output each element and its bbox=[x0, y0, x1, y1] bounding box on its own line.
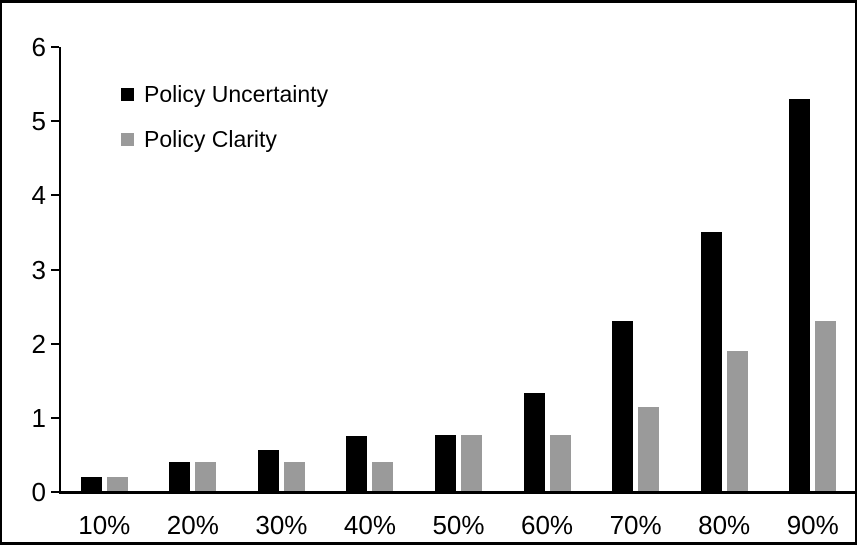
bar-policy-clarity-90% bbox=[815, 321, 837, 492]
y-axis-tick-label: 3 bbox=[31, 254, 46, 285]
y-axis-tick bbox=[51, 268, 59, 271]
y-axis-tick-label: 5 bbox=[31, 106, 46, 137]
x-axis-label-30%: 30% bbox=[255, 510, 308, 540]
y-axis-tick bbox=[51, 120, 59, 123]
bar-policy-uncertainty-70% bbox=[612, 321, 634, 492]
x-axis-label-60%: 60% bbox=[521, 510, 574, 540]
bar-policy-clarity-80% bbox=[726, 351, 748, 492]
bar-policy-uncertainty-80% bbox=[700, 232, 722, 492]
y-axis-tick bbox=[51, 491, 59, 493]
bar-policy-clarity-50% bbox=[461, 434, 482, 492]
y-axis-tick bbox=[51, 46, 59, 48]
bar-policy-uncertainty-10% bbox=[80, 477, 102, 492]
x-axis-label-50%: 50% bbox=[432, 510, 485, 540]
bar-policy-uncertainty-50% bbox=[435, 434, 456, 492]
bar-policy-clarity-20% bbox=[195, 462, 217, 492]
x-axis-label-80%: 80% bbox=[698, 510, 751, 540]
bar-policy-clarity-10% bbox=[106, 477, 128, 492]
y-axis-line bbox=[59, 47, 61, 494]
bar-policy-clarity-70% bbox=[638, 406, 660, 492]
y-axis-tick-label: 1 bbox=[31, 402, 46, 433]
x-axis-label-90%: 90% bbox=[786, 510, 839, 540]
x-axis-label-70%: 70% bbox=[609, 510, 662, 540]
y-axis-tick bbox=[51, 194, 59, 197]
y-axis-tick-label: 2 bbox=[31, 328, 46, 359]
bar-policy-uncertainty-60% bbox=[523, 393, 545, 492]
y-axis-tick-label: 4 bbox=[31, 180, 46, 211]
x-axis-line bbox=[59, 491, 855, 494]
legend-label-policy-clarity: Policy Clarity bbox=[144, 126, 277, 152]
policy-clarity-swatch bbox=[121, 132, 134, 146]
x-axis-label-20%: 20% bbox=[166, 510, 219, 540]
bar-policy-clarity-40% bbox=[372, 462, 394, 492]
policy-uncertainty-swatch bbox=[121, 87, 134, 101]
x-axis-label-10%: 10% bbox=[78, 510, 131, 540]
bar-policy-clarity-60% bbox=[549, 434, 571, 492]
y-axis-tick bbox=[51, 342, 59, 345]
y-axis-tick-label: 0 bbox=[31, 477, 46, 507]
bar-policy-uncertainty-30% bbox=[257, 449, 279, 492]
bar-policy-uncertainty-90% bbox=[789, 98, 811, 492]
legend-item-policy-uncertainty: Policy Uncertainty bbox=[121, 81, 329, 107]
bar-policy-uncertainty-40% bbox=[346, 435, 368, 492]
bar-policy-uncertainty-20% bbox=[169, 462, 191, 492]
y-axis-tick-label: 6 bbox=[31, 32, 46, 62]
y-axis-tick bbox=[51, 416, 59, 419]
x-axis-label-40%: 40% bbox=[343, 510, 396, 540]
legend-item-policy-clarity: Policy Clarity bbox=[121, 126, 277, 152]
legend-label-policy-uncertainty: Policy Uncertainty bbox=[144, 81, 329, 107]
bar-policy-clarity-30% bbox=[283, 462, 305, 492]
